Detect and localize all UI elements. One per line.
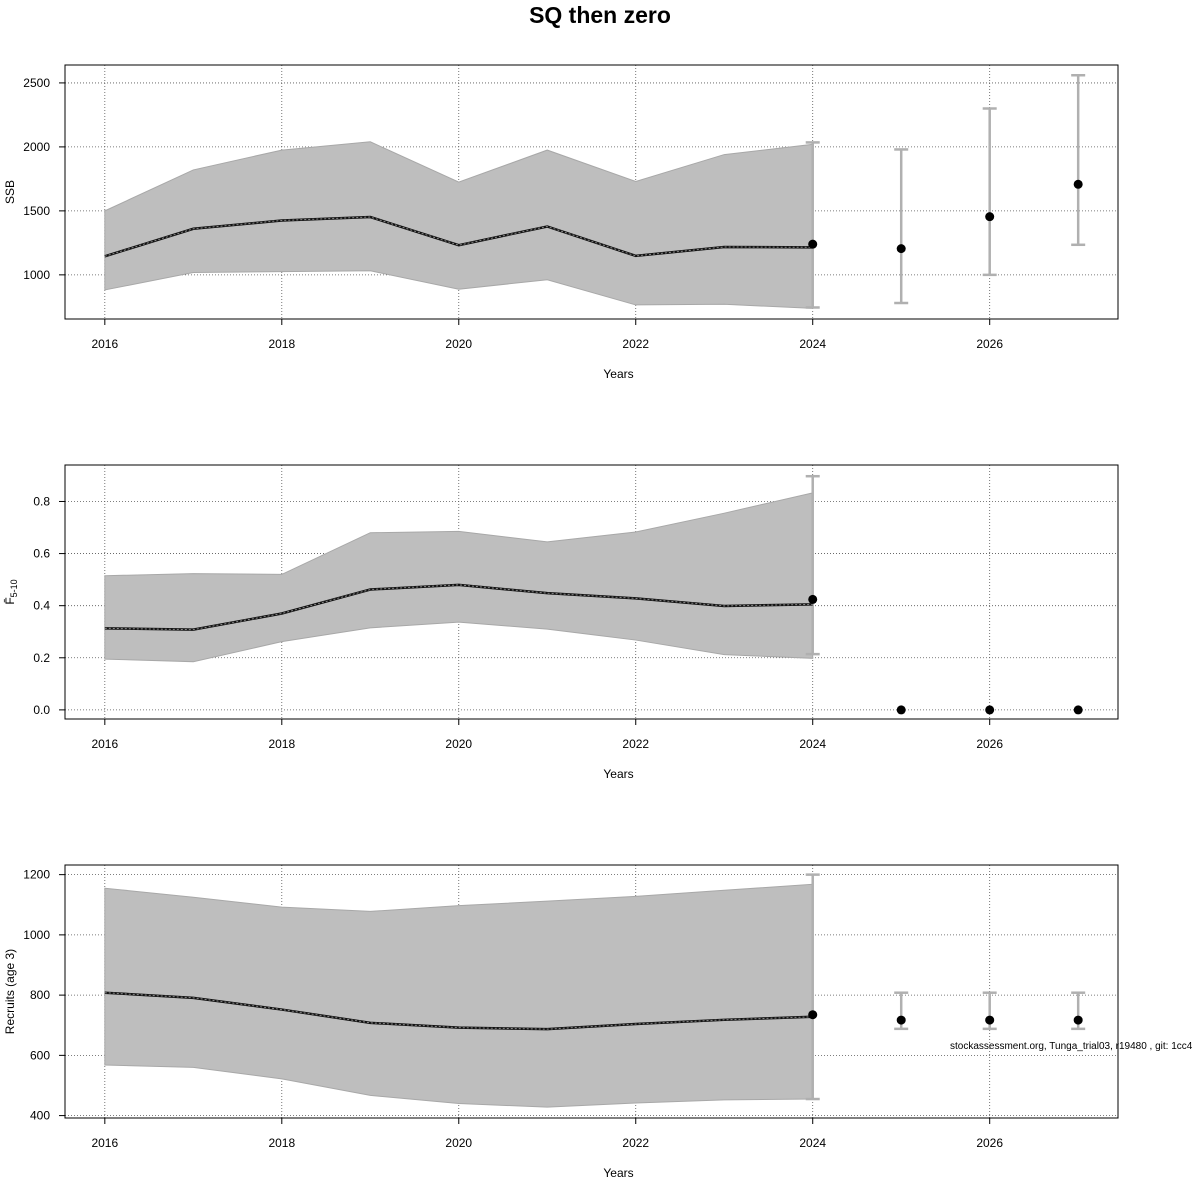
confidence-band — [104, 883, 814, 1108]
x-tick-label: 2024 — [799, 1136, 826, 1150]
recruits-panel: 2016 2018 2020 2022 2024 2026 400 600 800 1000 120… — [3, 864, 1119, 1180]
y-axis-title-subscript: 5-10 — [9, 579, 19, 597]
forecast-point — [808, 594, 818, 604]
x-tick-label: 2026 — [976, 1136, 1003, 1150]
estimate-line — [104, 583, 813, 631]
x-tick-label: 2016 — [91, 1136, 118, 1150]
forecast-point — [1073, 705, 1083, 715]
confidence-band — [104, 492, 814, 663]
forecast-point — [808, 239, 818, 249]
forecast-point — [896, 244, 906, 254]
forecast-point — [896, 1015, 906, 1025]
fbar-panel: 2016 2018 2020 2022 2024 2026 0.0 0.2 0.4 0.6 0.8 Y… — [3, 464, 1119, 781]
x-axis-title: Years — [603, 767, 633, 781]
x-tick-label: 2026 — [976, 737, 1003, 751]
x-tick-label: 2022 — [622, 737, 649, 751]
y-tick-label: 0.2 — [33, 651, 50, 665]
forecast-point — [985, 212, 995, 222]
x-tick-label: 2026 — [976, 337, 1003, 351]
x-tick-label: 2024 — [799, 737, 826, 751]
forecast-point — [1073, 1015, 1083, 1025]
estimate-line-dots — [104, 992, 813, 1030]
y-tick-label: 2000 — [23, 140, 50, 154]
y-tick-label: 600 — [30, 1048, 50, 1062]
y-tick-label: 2500 — [23, 76, 50, 90]
y-tick-label: 1500 — [23, 204, 50, 218]
y-tick-label: 0.6 — [33, 547, 50, 561]
estimate-line-dots — [104, 216, 813, 257]
y-tick-label: 0.4 — [33, 599, 50, 613]
x-tick-label: 2018 — [268, 337, 295, 351]
x-tick-label: 2018 — [268, 1136, 295, 1150]
plot-frame — [64, 864, 1119, 1119]
x-tick-label: 2020 — [445, 737, 472, 751]
y-tick-label: 0.0 — [33, 703, 50, 717]
y-axis-title: Recruits (age 3) — [3, 949, 17, 1034]
forecast-point — [985, 1015, 995, 1025]
x-axis-title: Years — [603, 367, 633, 381]
y-tick-label: 1000 — [23, 268, 50, 282]
forecast-point — [808, 1010, 818, 1020]
source-footnote: stockassessment.org, Tunga_trial03, r194… — [950, 1041, 1193, 1052]
y-tick-label: 800 — [30, 988, 50, 1002]
x-tick-label: 2018 — [268, 737, 295, 751]
x-tick-label: 2016 — [91, 737, 118, 751]
page-title: SQ then zero — [529, 2, 671, 28]
x-axis-title: Years — [603, 1166, 633, 1180]
y-tick-label: 1200 — [23, 868, 50, 882]
y-axis-title: SSB — [3, 180, 17, 204]
forecast-point — [985, 705, 995, 715]
y-tick-label: 0.8 — [33, 494, 50, 508]
y-tick-label: 400 — [30, 1109, 50, 1123]
x-tick-label: 2022 — [622, 1136, 649, 1150]
x-tick-label: 2016 — [91, 337, 118, 351]
x-tick-label: 2024 — [799, 337, 826, 351]
y-tick-label: 1000 — [23, 928, 50, 942]
x-tick-label: 2020 — [445, 337, 472, 351]
confidence-band — [104, 141, 814, 309]
plot-frame — [64, 464, 1119, 720]
y-axis-title: F̄5-10 — [3, 579, 19, 604]
x-tick-label: 2020 — [445, 1136, 472, 1150]
ssb-panel: 2016 2018 2020 2022 2024 2026 1000 1500 2000 2500… — [3, 64, 1119, 381]
plot-frame — [64, 64, 1119, 320]
forecast-point — [1073, 179, 1083, 189]
forecast-point — [896, 705, 906, 715]
x-tick-label: 2022 — [622, 337, 649, 351]
